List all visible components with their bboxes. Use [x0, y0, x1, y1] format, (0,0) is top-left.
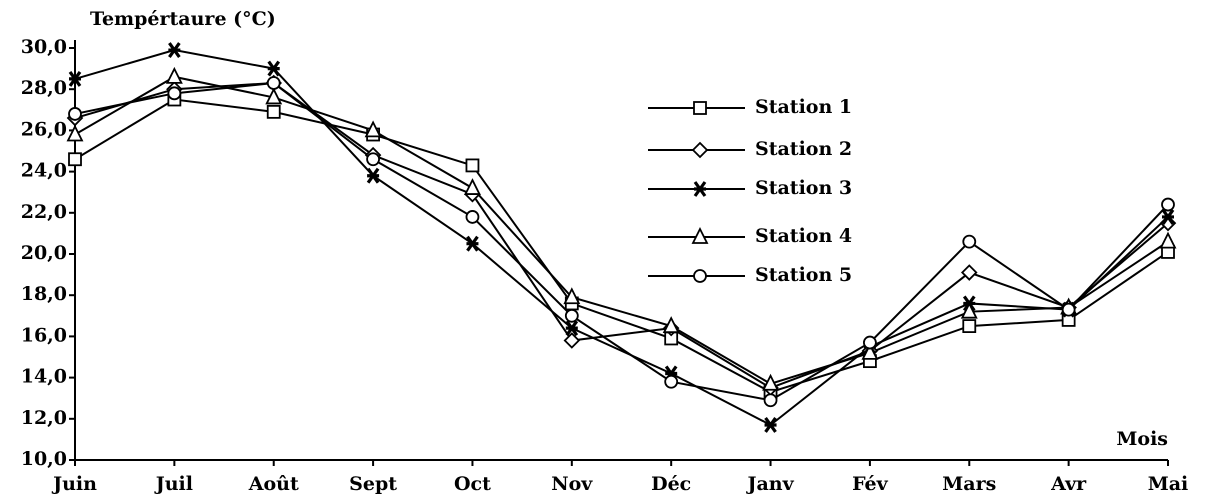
data-point [762, 373, 780, 391]
legend-marker [691, 141, 709, 159]
y-tick-label: 18,0 [21, 283, 67, 305]
data-point [465, 210, 480, 224]
data-point [68, 70, 82, 87]
legend-marker [693, 181, 707, 197]
y-tick-label: 22,0 [21, 201, 67, 223]
legend-label: Station 2 [755, 138, 852, 160]
data-point [564, 308, 579, 323]
data-point [962, 234, 977, 249]
data-point [565, 320, 579, 337]
legend-label: Station 4 [755, 225, 852, 247]
x-tick-label: Juil [154, 473, 193, 495]
data-point [960, 301, 978, 319]
data-point [962, 319, 977, 334]
data-point [266, 76, 281, 90]
data-point [266, 104, 281, 119]
y-tick-label: 28,0 [21, 77, 67, 99]
legend-marker [693, 269, 707, 283]
data-point [68, 152, 82, 167]
data-point [168, 42, 181, 58]
data-point [364, 120, 382, 138]
data-point [463, 178, 481, 195]
series-line [74, 81, 1169, 390]
data-point [1161, 197, 1175, 212]
legend-label: Station 1 [755, 96, 852, 118]
data-point [763, 393, 778, 408]
data-point [1061, 302, 1076, 317]
y-tick-label: 30,0 [21, 36, 67, 58]
legend-marker [693, 101, 707, 115]
x-tick-label: Sept [349, 473, 397, 495]
data-point [265, 87, 283, 105]
y-axis-label: Tempértaure (°C) [90, 8, 276, 30]
x-tick-label: Oct [454, 473, 491, 495]
y-tick-label: 10,0 [21, 448, 67, 470]
x-tick-label: Juin [51, 473, 97, 495]
series-line [74, 98, 1169, 394]
x-tick-label: Fév [852, 473, 889, 495]
data-point [66, 124, 84, 142]
x-tick-label: Août [248, 473, 299, 495]
data-point [68, 107, 82, 121]
data-point [1159, 231, 1177, 249]
data-point [1161, 208, 1175, 225]
x-tick-label: Déc [651, 473, 691, 495]
data-point [465, 158, 480, 173]
x-tick-label: Avr [1050, 473, 1087, 495]
data-point [960, 264, 978, 281]
y-tick-label: 16,0 [21, 324, 67, 346]
data-point [267, 60, 281, 77]
x-axis-label: Mois [1116, 428, 1168, 450]
data-point [664, 374, 679, 389]
x-tick-label: Janv [745, 473, 794, 495]
y-tick-label: 20,0 [21, 242, 67, 264]
x-tick-label: Mars [942, 473, 996, 495]
legend-label: Station 5 [755, 264, 852, 286]
data-point [764, 417, 777, 433]
y-tick-label: 12,0 [21, 407, 67, 429]
data-point [861, 342, 879, 360]
legend-marker [691, 226, 709, 244]
series-line [74, 81, 1169, 402]
data-point [366, 152, 380, 167]
data-point [466, 235, 479, 252]
data-point [662, 316, 680, 334]
data-point [165, 66, 183, 84]
data-point [863, 335, 877, 350]
legend-label: Station 3 [755, 177, 852, 199]
data-point [167, 86, 182, 101]
data-point [563, 287, 581, 305]
y-tick-label: 24,0 [21, 160, 67, 182]
series-line [74, 75, 1169, 385]
series-line [74, 49, 1169, 427]
y-tick-label: 14,0 [21, 366, 67, 388]
x-tick-label: Mai [1148, 473, 1189, 495]
data-point [563, 332, 581, 349]
y-tick-label: 26,0 [21, 118, 67, 140]
x-tick-label: Nov [551, 473, 593, 495]
data-point [366, 167, 380, 184]
